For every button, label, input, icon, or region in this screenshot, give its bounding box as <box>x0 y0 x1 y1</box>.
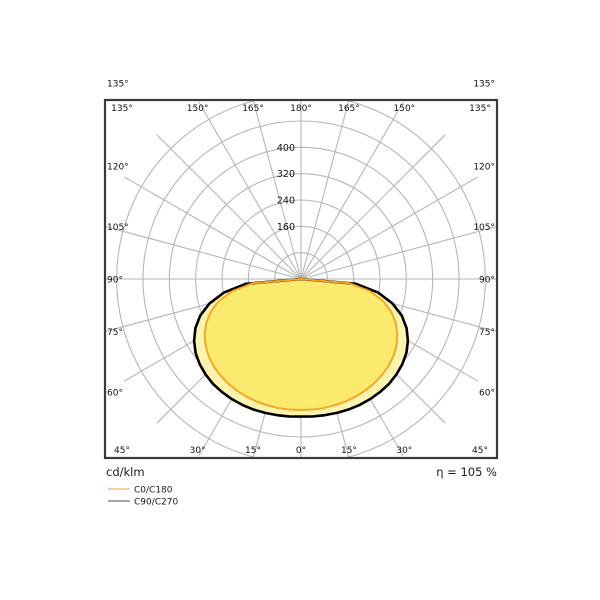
angle-tick-right-60: 60° <box>479 389 495 399</box>
angle-tick-bottom-5: 30° <box>396 446 412 456</box>
radial-tick-240: 240 <box>277 196 295 207</box>
angle-tick-right-90: 90° <box>479 276 495 286</box>
angle-tick-left-75: 75° <box>107 328 123 338</box>
angle-tick-top-0: 135° <box>111 104 133 114</box>
angle-tick-top-4: 165° <box>338 104 360 114</box>
angle-tick-bottom-2: 15° <box>245 446 261 456</box>
angle-tick-left-120: 120° <box>107 162 129 172</box>
angle-tick-bottom-6: 45° <box>472 446 488 456</box>
legend-label-0: C0/C180 <box>134 486 173 496</box>
angle-tick-right-105: 105° <box>473 223 495 233</box>
angle-tick-bottom-0: 45° <box>114 446 130 456</box>
radial-tick-160: 160 <box>277 222 295 233</box>
chart-footer: cd/klm η = 105 % <box>106 465 497 479</box>
angle-tick-top-3: 180° <box>290 104 312 114</box>
efficiency-label: η = 105 % <box>436 465 497 479</box>
angle-tick-right-120: 120° <box>473 162 495 172</box>
angle-tick-top-6: 135° <box>469 104 491 114</box>
angle-tick-left-135: 135° <box>107 80 129 90</box>
angle-tick-right-75: 75° <box>479 328 495 338</box>
plot-border <box>103 98 499 460</box>
angle-tick-left-60: 60° <box>107 389 123 399</box>
angle-tick-bottom-3: 0° <box>296 446 306 456</box>
angle-tick-left-90: 90° <box>107 276 123 286</box>
distribution-curves <box>192 277 410 418</box>
axis-labels: 160 240 320 400 45° 30° 15° 0° 15° 30° 45° 135° 150°… <box>107 80 495 457</box>
angle-tick-bottom-4: 15° <box>341 446 357 456</box>
angle-tick-top-5: 150° <box>394 104 416 114</box>
radial-tick-320: 320 <box>277 169 295 180</box>
chart-legend: C0/C180 C90/C270 <box>108 486 179 508</box>
radial-tick-400: 400 <box>277 143 295 154</box>
angle-tick-top-1: 150° <box>187 104 209 114</box>
unit-label: cd/klm <box>106 465 145 479</box>
angle-tick-right-135: 135° <box>473 80 495 90</box>
angle-tick-bottom-1: 30° <box>190 446 206 456</box>
legend-label-1: C90/C270 <box>134 498 179 508</box>
angle-tick-top-2: 165° <box>242 104 264 114</box>
angle-tick-left-105: 105° <box>107 223 129 233</box>
